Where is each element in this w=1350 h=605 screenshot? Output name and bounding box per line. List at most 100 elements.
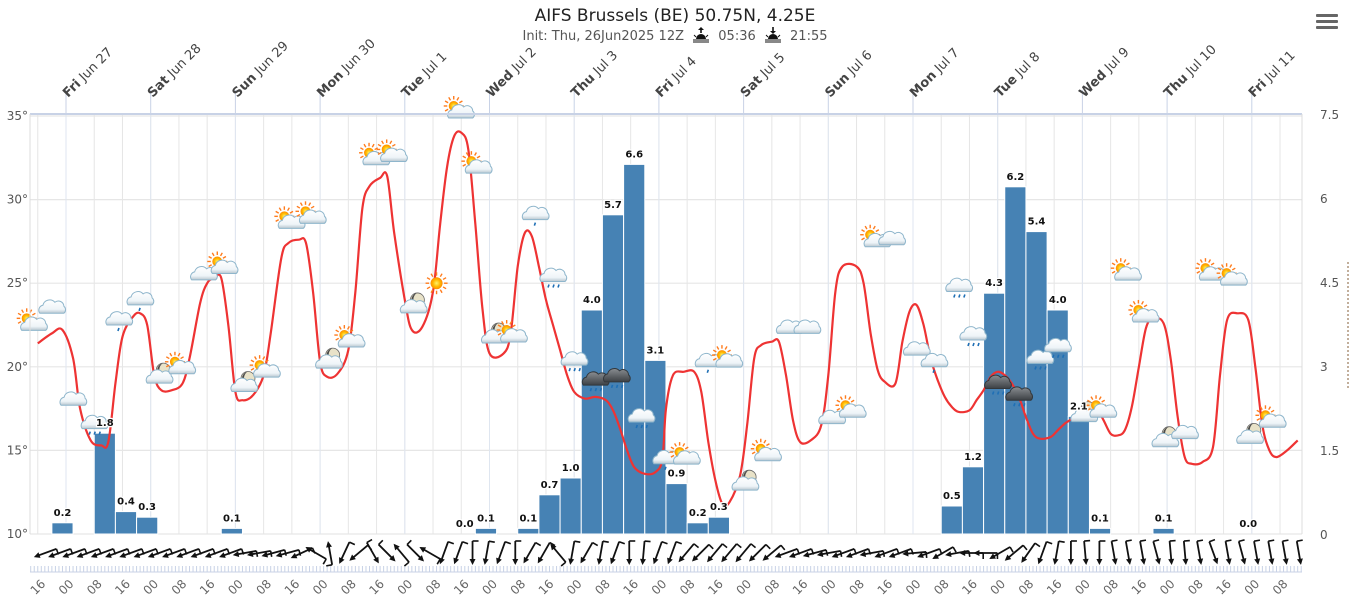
sun-ray (360, 147, 364, 151)
cloud-rain-icon (80, 414, 109, 435)
cloud-shape (399, 299, 428, 314)
wind-arrowhead (1155, 558, 1161, 565)
precip-bar (686, 522, 709, 535)
day-date: Jun 27 (76, 45, 116, 85)
rain-drop (98, 431, 101, 435)
precip-label: 4.3 (985, 278, 1003, 289)
sun-ray (442, 286, 447, 290)
cloud-rain-icon (627, 408, 656, 429)
wind-arrow (305, 547, 327, 565)
cloud-shape (145, 369, 174, 384)
sun-ray (476, 155, 481, 159)
sun-ray (1087, 407, 1091, 411)
cloud-drizzle-icon (521, 205, 550, 226)
moon-cloud-icon (731, 469, 760, 491)
hour-tick-label: 16 (705, 577, 726, 598)
wind-barb (780, 544, 786, 551)
sun-ray (208, 255, 213, 259)
sun-ray (308, 202, 312, 207)
wind-arrowhead (788, 552, 796, 558)
wind-arrow (326, 541, 334, 567)
sun-ray (389, 140, 393, 145)
wind-arrowhead (439, 557, 445, 565)
wind-arrow (932, 546, 957, 559)
wind-arrowhead (373, 556, 379, 564)
rain-drop (1034, 366, 1037, 370)
sun-disc (430, 277, 443, 290)
wind-barb (1009, 546, 1014, 553)
rain-drop (664, 466, 667, 471)
sun-cloud-icon (1255, 405, 1287, 428)
sun-cloud-icon (835, 395, 867, 418)
moon-cloud-icon (399, 292, 428, 314)
hour-tick-label: 00 (225, 577, 246, 598)
sun-ray (459, 100, 463, 104)
sun-ray (442, 277, 447, 281)
rain-drop (996, 391, 1000, 395)
wind-barb (1209, 538, 1216, 543)
day-name: Thu (568, 71, 598, 101)
sun-cloud-icon (376, 139, 408, 162)
sun-ray (724, 346, 728, 350)
wind-barb (708, 543, 714, 550)
sun-ray (839, 396, 843, 400)
sun-ray (349, 329, 354, 333)
day-name: Thu (1161, 71, 1191, 101)
day-name: Mon (314, 68, 347, 101)
rain-drop (1061, 354, 1065, 358)
cloud-shape (521, 205, 550, 221)
wind-arrowhead (219, 552, 226, 558)
sun-ray (684, 446, 689, 450)
sun-ray (165, 364, 170, 368)
wind-barb (535, 541, 542, 547)
wind-barb (1139, 539, 1147, 542)
wind-arrowhead (989, 553, 996, 559)
sun-ray (456, 96, 460, 101)
sun-cloud-icon (274, 206, 306, 229)
precip-axis-label: 3 (1320, 360, 1328, 374)
precip-label: 0.5 (943, 491, 961, 502)
wind-arrow (1021, 542, 1041, 563)
sun-ray (1126, 262, 1130, 266)
precip-bar (665, 483, 688, 535)
cloud-shape (80, 414, 109, 430)
hour-tick-label: 08 (253, 577, 274, 598)
rain-drop (573, 367, 576, 372)
hour-tick-label: 08 (423, 577, 444, 598)
cloud-icon (793, 319, 822, 334)
rain-drop (93, 431, 96, 435)
precip-bar (580, 309, 603, 535)
precip-bar (1067, 415, 1090, 535)
rain-drop (88, 431, 91, 435)
sun-ray (310, 205, 315, 209)
sun-ray (462, 155, 467, 159)
hour-tick-label: 00 (479, 577, 500, 598)
hour-tick-label: 16 (1044, 577, 1065, 598)
sun-ray (727, 349, 731, 353)
hour-tick-label: 16 (1213, 577, 1234, 598)
wind-arrowhead (512, 559, 519, 565)
day-date: Jul 11 (1262, 48, 1299, 85)
rain-drop (977, 342, 980, 347)
precip-bar (1004, 186, 1027, 535)
sun-ray (222, 255, 227, 259)
hour-tick-label: 08 (931, 577, 952, 598)
day-label: SunJul 6 (823, 48, 876, 101)
rain-drop (599, 387, 603, 392)
wind-barb (298, 549, 302, 556)
precip-axis-label: 0 (1320, 528, 1328, 542)
precip-label: 0.7 (541, 480, 559, 491)
wind-barb (1022, 544, 1028, 551)
cloud-shape (878, 230, 906, 246)
chart-title: AIFS Brussels (BE) 50.75N, 4.25E (534, 6, 816, 26)
hamburger-menu-icon[interactable] (1316, 14, 1338, 32)
wind-barb (1183, 539, 1190, 542)
sun-ray (430, 273, 434, 278)
precipitation-bars (51, 163, 1175, 535)
wind-arrowhead (707, 555, 714, 563)
hour-tick-label: 16 (282, 577, 303, 598)
day-label: SatJul 5 (738, 50, 789, 101)
precip-label: 0.1 (223, 513, 241, 524)
cloud-shape (20, 316, 48, 331)
sun-ray (682, 443, 686, 447)
